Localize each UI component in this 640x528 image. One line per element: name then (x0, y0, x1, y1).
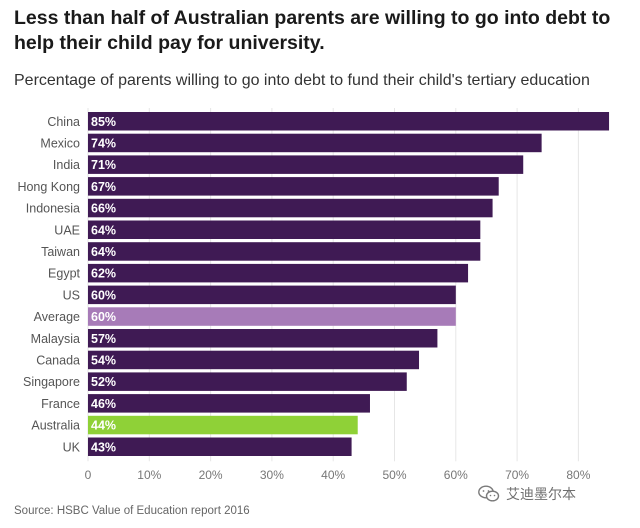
x-tick-label: 40% (321, 468, 345, 482)
bar (88, 415, 358, 435)
value-labels: 85% 74% 71% 67% 66% 64% 64% 62% 60% 60% 57% 54% 52% 4… (91, 115, 116, 455)
data-label: 43% (91, 440, 116, 454)
data-label: 74% (91, 136, 116, 150)
bar (88, 177, 499, 196)
bar (88, 350, 420, 370)
x-axis-ticks: 0 10% 20% 30% 40% 50% 60% 70% 80% (85, 468, 591, 482)
bar (88, 242, 481, 261)
bar (88, 133, 542, 153)
category-label: China (47, 115, 80, 129)
bar (88, 285, 456, 305)
chart-title: Less than half of Australian parents are… (14, 7, 611, 54)
category-label: Singapore (23, 375, 80, 389)
data-label: 52% (91, 375, 116, 389)
category-label: Average (34, 310, 80, 324)
category-label: Egypt (48, 267, 80, 281)
bar (88, 155, 524, 174)
chart-subtitle: Percentage of parents willing to go into… (14, 72, 590, 89)
data-label: 66% (91, 202, 116, 216)
data-label: 44% (91, 419, 116, 433)
data-label: 54% (91, 353, 116, 367)
x-tick-label: 60% (444, 468, 468, 482)
bar (88, 394, 370, 413)
bar (88, 307, 456, 326)
bar (88, 329, 438, 348)
x-tick-label: 50% (382, 468, 406, 482)
bar (88, 112, 610, 131)
watermark-text: 艾迪墨尔本 (506, 486, 576, 502)
data-label: 71% (91, 158, 116, 172)
data-label: 60% (91, 288, 116, 302)
data-label: 67% (91, 180, 116, 194)
x-tick-label: 30% (260, 468, 284, 482)
category-label: Taiwan (41, 245, 80, 259)
category-labels: China Mexico India Hong Kong Indonesia UAE Tai… (17, 115, 80, 455)
category-label: Malaysia (31, 332, 80, 346)
source-note: Source: HSBC Value of Education report 2… (14, 505, 250, 517)
category-label: Australia (31, 419, 80, 433)
x-tick-label: 20% (199, 468, 223, 482)
data-label: 85% (91, 115, 116, 129)
data-label: 62% (91, 267, 116, 281)
watermark: 艾迪墨尔本 (478, 484, 576, 504)
category-label: Mexico (40, 136, 80, 150)
data-label: 64% (91, 223, 116, 237)
category-label: France (41, 397, 80, 411)
category-label: Indonesia (26, 202, 80, 216)
category-label: UAE (54, 223, 80, 237)
category-label: Canada (36, 353, 80, 367)
bar (88, 263, 469, 283)
bars (88, 112, 610, 456)
category-label: Hong Kong (17, 180, 80, 194)
category-label: India (53, 158, 80, 172)
wechat-icon (478, 485, 500, 502)
x-tick-label: 80% (566, 468, 590, 482)
data-label: 60% (91, 310, 116, 324)
bar (88, 220, 481, 239)
data-label: 64% (91, 245, 116, 259)
bar (88, 437, 352, 456)
category-label: US (63, 288, 80, 302)
x-tick-label: 10% (137, 468, 161, 482)
bar (88, 372, 407, 391)
data-label: 57% (91, 332, 116, 346)
category-label: UK (63, 440, 81, 454)
x-tick-label: 0 (85, 468, 92, 482)
x-tick-label: 70% (505, 468, 529, 482)
bar-chart: China Mexico India Hong Kong Indonesia UAE Tai… (17, 108, 610, 482)
bar (88, 198, 493, 218)
data-label: 46% (91, 397, 116, 411)
